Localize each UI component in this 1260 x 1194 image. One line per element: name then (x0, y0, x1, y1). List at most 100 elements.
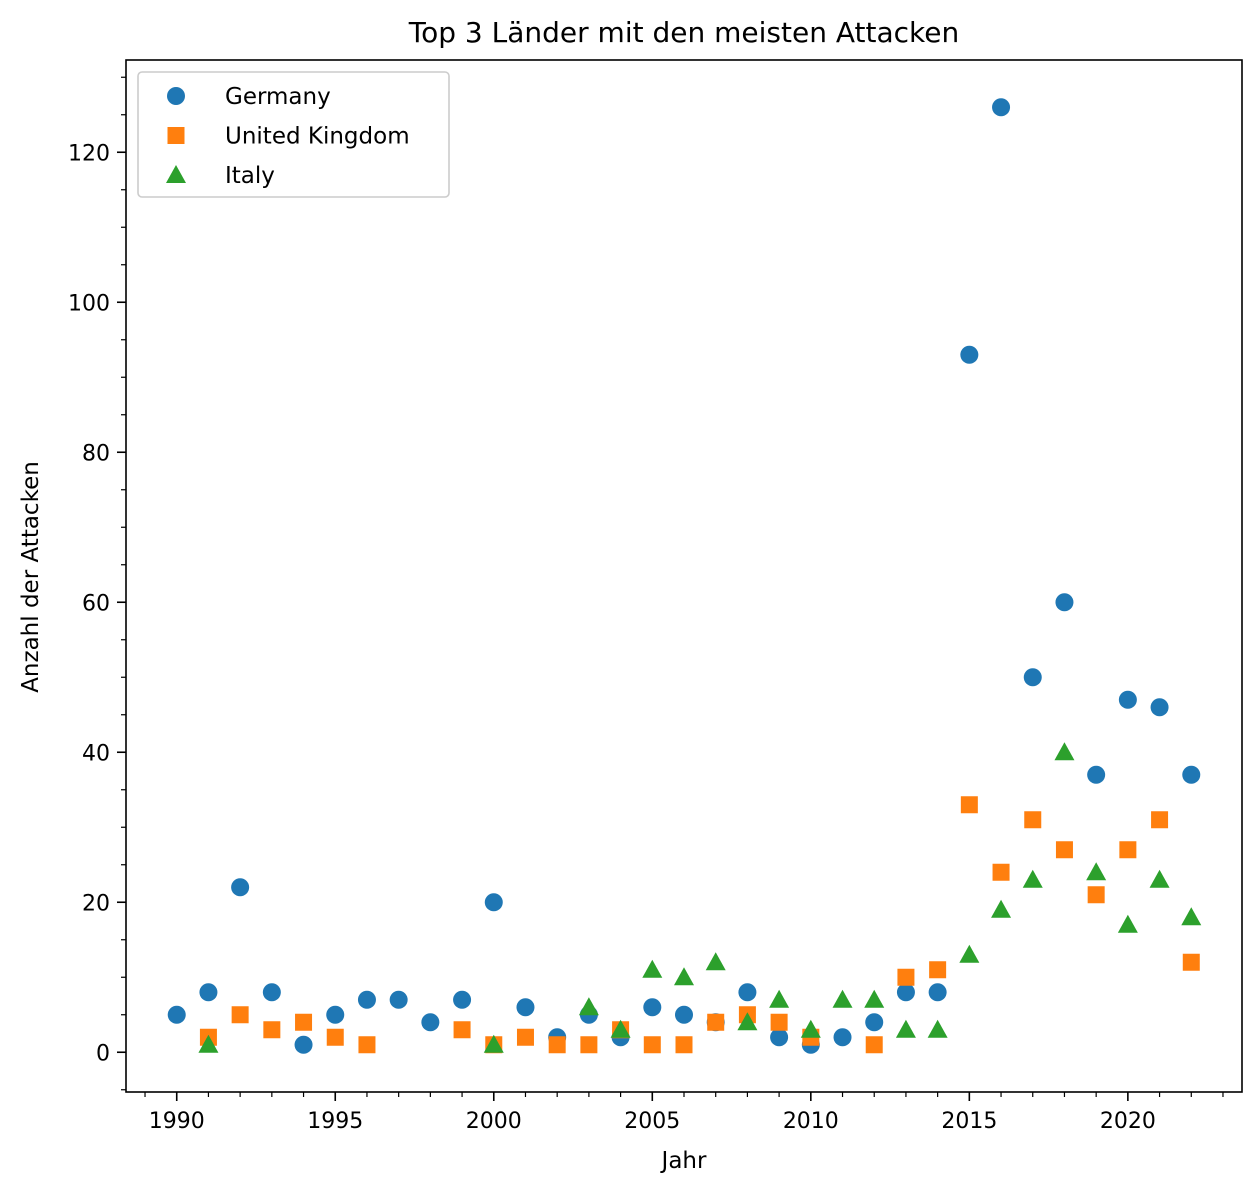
data-point (1087, 886, 1105, 904)
data-point (707, 1013, 725, 1031)
data-point (770, 1028, 789, 1047)
data-point (1181, 907, 1202, 926)
plot-area-frame (125, 59, 1243, 1093)
data-point (1150, 698, 1169, 717)
data-point (483, 1034, 504, 1053)
x-tick-label: 1990 (149, 1109, 205, 1134)
data-point (832, 989, 853, 1008)
data-point (643, 998, 662, 1017)
x-tick-label: 2015 (941, 1109, 997, 1134)
data-point (1117, 914, 1138, 933)
data-point (896, 983, 915, 1002)
data-point (929, 961, 947, 979)
data-point (294, 1035, 313, 1054)
legend-label: Germany (225, 84, 331, 110)
data-point (737, 1012, 758, 1031)
data-point (959, 944, 980, 963)
data-point (705, 952, 726, 971)
data-point (326, 1028, 344, 1046)
data-point (548, 1036, 566, 1054)
legend-label: United Kingdom (225, 124, 410, 150)
data-point (516, 1028, 534, 1046)
data-point (928, 983, 947, 1002)
data-point (992, 98, 1011, 117)
legend-entry: Italy (166, 163, 275, 189)
data-point (833, 1028, 852, 1047)
data-point (484, 893, 503, 912)
data-point (960, 345, 979, 364)
data-point (1119, 841, 1137, 859)
data-point (738, 983, 757, 1002)
x-tick-label: 2010 (783, 1109, 839, 1134)
y-tick-label: 100 (68, 291, 110, 316)
data-point (1182, 765, 1201, 784)
data-point (453, 990, 472, 1009)
legend-box (137, 71, 450, 198)
x-axis-ticks: 1990 1995 2000 2005 2010 2015 2020 (149, 1092, 1156, 1134)
y-tick-label: 20 (82, 891, 110, 916)
data-point (295, 1013, 313, 1031)
data-point (991, 899, 1012, 918)
data-point (1182, 953, 1200, 971)
data-point (358, 1036, 376, 1054)
data-point (198, 1034, 219, 1053)
y-tick-label: 40 (82, 741, 110, 766)
data-point (800, 1019, 821, 1038)
data-point (262, 983, 281, 1002)
minor-ticks (121, 76, 1224, 1097)
data-point (1055, 841, 1073, 859)
y-axis-ticks: 0 20 40 60 80 100 120 (68, 141, 126, 1066)
data-point (167, 1005, 186, 1024)
data-point (992, 863, 1010, 881)
legend-marker (167, 127, 185, 144)
data-point (864, 989, 885, 1008)
data-point (516, 998, 535, 1017)
data-point (1118, 690, 1137, 709)
data-point (580, 1036, 598, 1054)
legend-entry: United Kingdom (167, 124, 410, 150)
series-united-kingdom (199, 796, 1200, 1054)
legend-label: Italy (225, 163, 275, 189)
data-point (1023, 668, 1042, 687)
y-tick-label: 60 (82, 591, 110, 616)
data-point (643, 1036, 661, 1054)
legend: Germany United Kingdom Italy (137, 71, 450, 198)
data-point (642, 959, 663, 978)
x-tick-label: 2020 (1100, 1109, 1156, 1134)
data-point (674, 967, 694, 986)
x-tick-label: 1995 (307, 1109, 363, 1134)
data-point (1086, 862, 1107, 881)
data-point (1022, 869, 1043, 888)
data-point (960, 796, 978, 814)
data-point (1024, 811, 1042, 829)
data-point (1149, 869, 1170, 888)
legend-entry: Germany (167, 84, 331, 110)
chart-title: Top 3 Länder mit den meisten Attacken (408, 16, 959, 49)
data-point (770, 1013, 788, 1031)
legend-marker (167, 87, 185, 105)
legend-entries: Germany United Kingdom Italy (166, 84, 410, 189)
data-point (357, 990, 376, 1009)
data-point (453, 1021, 471, 1039)
data-point (231, 1006, 249, 1024)
x-tick-label: 2000 (466, 1109, 522, 1134)
data-point (1151, 811, 1169, 829)
data-point (865, 1013, 884, 1032)
y-tick-label: 120 (68, 141, 110, 166)
data-point (263, 1021, 281, 1039)
data-point (895, 1019, 916, 1038)
data-point (231, 878, 250, 897)
data-point (1054, 742, 1075, 761)
data-point (675, 1005, 693, 1024)
data-point (1055, 593, 1074, 612)
data-point (675, 1036, 693, 1054)
y-tick-label: 80 (82, 441, 110, 466)
series-italy (198, 742, 1202, 1053)
data-point (389, 990, 408, 1009)
data-point (326, 1005, 345, 1024)
x-axis-label: Jahr (660, 1148, 707, 1174)
y-tick-label: 0 (96, 1041, 110, 1066)
data-points (167, 98, 1202, 1054)
data-point (927, 1019, 948, 1038)
